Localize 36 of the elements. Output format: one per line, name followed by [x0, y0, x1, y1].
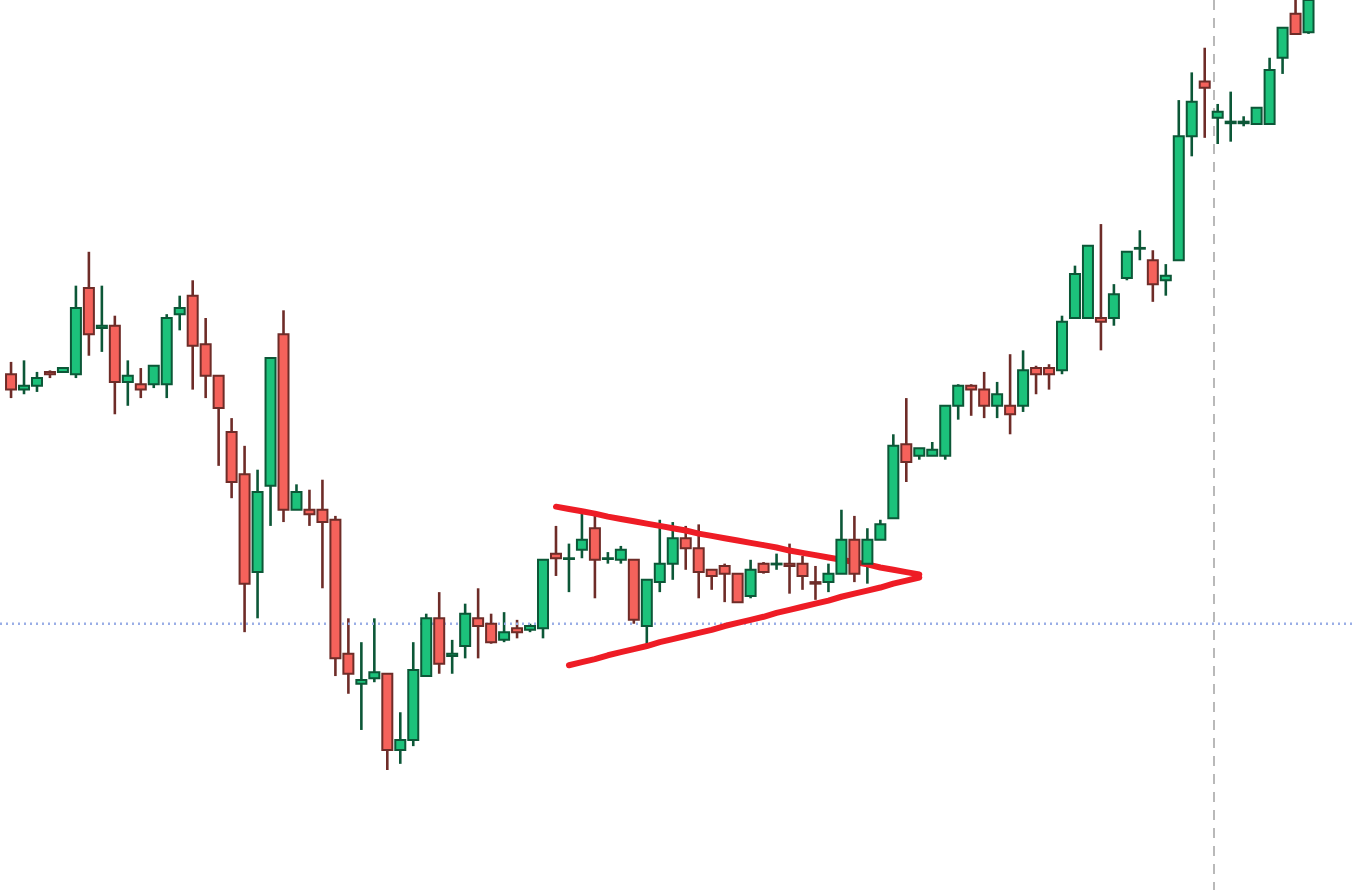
candlestick [1107, 282, 1120, 328]
candlestick [1289, 0, 1302, 36]
candlestick [1094, 222, 1107, 352]
candlestick [848, 514, 861, 584]
candlestick [1146, 248, 1159, 304]
candlestick [355, 640, 368, 732]
candlestick [446, 638, 459, 676]
candlestick [1276, 26, 1289, 76]
candlestick [1198, 46, 1211, 140]
candlestick [1159, 262, 1172, 297]
candlestick [1302, 0, 1315, 36]
candlestick [95, 284, 108, 354]
candlestick [1004, 352, 1017, 436]
candlestick [744, 558, 757, 600]
candlestick [368, 617, 381, 684]
candlestick [1017, 349, 1030, 414]
candlestick [433, 590, 446, 676]
candlestick [575, 508, 588, 560]
candlestick [1120, 250, 1133, 282]
candlestick [459, 602, 472, 660]
candlestick [991, 380, 1004, 420]
candlestick [134, 366, 147, 400]
candlestick [900, 396, 913, 484]
candlestick [511, 618, 524, 640]
candlestick [290, 483, 303, 512]
candlestick [121, 359, 134, 408]
candlestick [588, 514, 601, 600]
candlestick [173, 294, 186, 332]
candlestick [82, 250, 95, 358]
candlestick [1211, 102, 1224, 146]
candlestick [498, 610, 511, 644]
candlestick [562, 542, 575, 594]
candlestick [5, 360, 18, 400]
candlestick [549, 524, 562, 578]
candlestick [1133, 228, 1146, 262]
candlestick [809, 564, 822, 602]
